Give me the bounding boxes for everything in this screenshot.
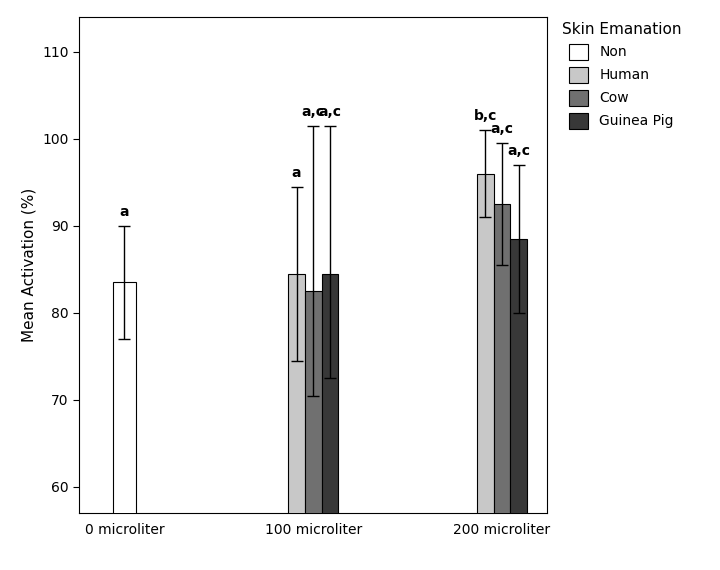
- Bar: [494, 204, 510, 570]
- Y-axis label: Mean Activation (%): Mean Activation (%): [22, 188, 37, 342]
- Bar: [113, 283, 136, 570]
- Text: a: a: [120, 205, 130, 219]
- Text: a: a: [292, 166, 302, 180]
- Bar: [288, 274, 305, 570]
- Bar: [322, 274, 338, 570]
- Legend: Non, Human, Cow, Guinea Pig: Non, Human, Cow, Guinea Pig: [559, 19, 684, 132]
- Text: a,c: a,c: [507, 144, 530, 158]
- Text: b,c: b,c: [474, 109, 497, 123]
- Text: a,c: a,c: [490, 123, 513, 136]
- Bar: [477, 174, 494, 570]
- Bar: [305, 291, 322, 570]
- Text: a,c: a,c: [318, 105, 341, 119]
- Text: a,c: a,c: [302, 105, 325, 119]
- Bar: [510, 239, 527, 570]
